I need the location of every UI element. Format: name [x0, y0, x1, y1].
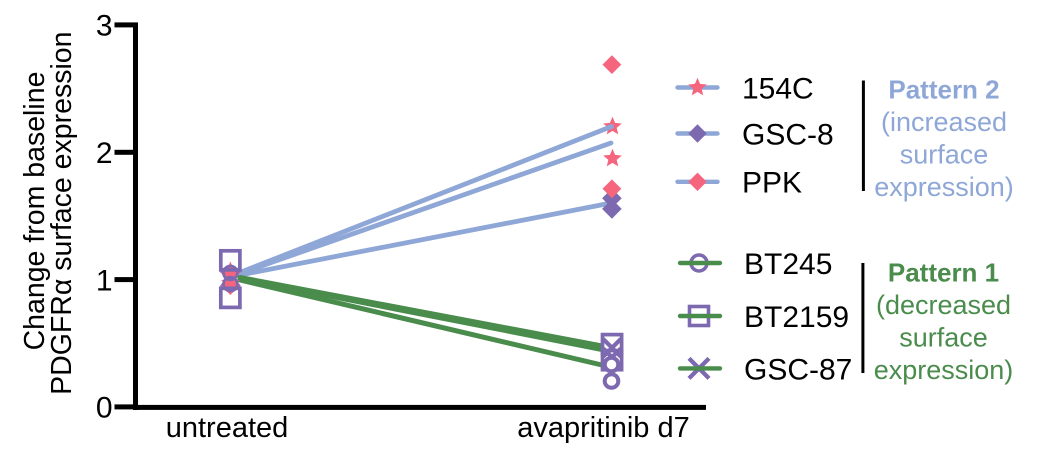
svg-text:surface: surface — [900, 140, 989, 170]
svg-text:PPK: PPK — [742, 167, 802, 200]
svg-text:2: 2 — [96, 137, 113, 170]
svg-text:0: 0 — [96, 392, 113, 425]
svg-text:surface: surface — [899, 322, 988, 352]
svg-text:PDGFRα surface expression: PDGFRα surface expression — [46, 32, 78, 395]
svg-text:untreated: untreated — [166, 412, 289, 444]
svg-text:BT2159: BT2159 — [744, 301, 849, 334]
svg-text:Pattern 1: Pattern 1 — [888, 258, 999, 288]
svg-text:154C: 154C — [742, 72, 814, 105]
svg-text:expression): expression) — [874, 355, 1014, 385]
svg-text:GSC-8: GSC-8 — [742, 118, 834, 151]
svg-text:avapritinib d7: avapritinib d7 — [517, 412, 690, 444]
svg-text:1: 1 — [96, 264, 113, 297]
svg-text:Change from baseline: Change from baseline — [19, 72, 51, 351]
svg-text:3: 3 — [96, 10, 113, 43]
svg-text:(increased: (increased — [881, 107, 1007, 137]
svg-text:Pattern 2: Pattern 2 — [888, 75, 999, 105]
svg-text:(decreased: (decreased — [876, 290, 1011, 320]
svg-text:BT245: BT245 — [744, 248, 832, 281]
svg-text:GSC-87: GSC-87 — [744, 353, 852, 386]
svg-text:expression): expression) — [874, 172, 1014, 202]
